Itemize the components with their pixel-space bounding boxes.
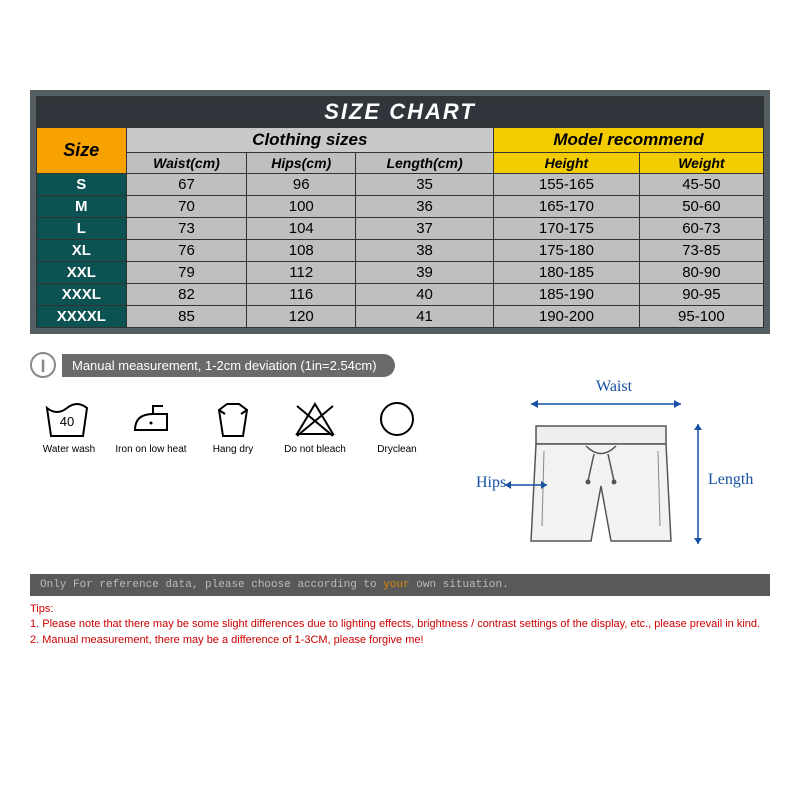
length-cell: 37: [356, 218, 494, 240]
tips-line2: 2. Manual measurement, there may be a di…: [30, 633, 770, 648]
weight-cell: 73-85: [639, 240, 763, 262]
sub-waist: Waist(cm): [126, 153, 247, 174]
length-cell: 35: [356, 174, 494, 196]
measurement-note: Manual measurement, 1-2cm deviation (1in…: [62, 354, 395, 377]
wash-icon: 40: [41, 396, 97, 442]
height-cell: 170-175: [493, 218, 639, 240]
waist-cell: 79: [126, 262, 247, 284]
sub-hips: Hips(cm): [247, 153, 356, 174]
length-cell: 36: [356, 196, 494, 218]
weight-cell: 90-95: [639, 284, 763, 306]
table-row: XL7610838175-18073-85: [37, 240, 764, 262]
waist-cell: 76: [126, 240, 247, 262]
hips-cell: 120: [247, 306, 356, 328]
size-cell: L: [37, 218, 127, 240]
ref-prefix: Only For reference data, please choose a…: [40, 579, 383, 591]
weight-cell: 80-90: [639, 262, 763, 284]
care-label: Iron on low heat: [112, 444, 190, 455]
care-label: Do not bleach: [276, 444, 354, 455]
clothing-header: Clothing sizes: [126, 128, 493, 153]
size-cell: XXL: [37, 262, 127, 284]
table-row: S679635155-16545-50: [37, 174, 764, 196]
waist-arrow: [526, 396, 686, 412]
care-label: Hang dry: [194, 444, 272, 455]
height-cell: 185-190: [493, 284, 639, 306]
hips-cell: 108: [247, 240, 356, 262]
hips-cell: 104: [247, 218, 356, 240]
height-cell: 180-185: [493, 262, 639, 284]
measurement-note-bar: ❙ Manual measurement, 1-2cm deviation (1…: [30, 352, 770, 378]
tips-line1: 1. Please note that there may be some sl…: [30, 617, 770, 632]
size-cell: XXXL: [37, 284, 127, 306]
care-no-bleach: Do not bleach: [276, 396, 354, 566]
length-cell: 40: [356, 284, 494, 306]
care-icons-row: 40 Water wash Iron on low heat Hang dry: [30, 396, 436, 566]
weight-cell: 60-73: [639, 218, 763, 240]
length-arrow: [691, 420, 705, 548]
weight-cell: 50-60: [639, 196, 763, 218]
weight-cell: 95-100: [639, 306, 763, 328]
table-row: XXL7911239180-18580-90: [37, 262, 764, 284]
height-cell: 175-180: [493, 240, 639, 262]
page-container: SIZE CHART Size Clothing sizes Model rec…: [0, 0, 800, 648]
weight-cell: 45-50: [639, 174, 763, 196]
table-row: XXXL8211640185-19090-95: [37, 284, 764, 306]
hips-arrow: [501, 478, 551, 492]
table-row: XXXXL8512041190-20095-100: [37, 306, 764, 328]
size-cell: XXXXL: [37, 306, 127, 328]
height-cell: 165-170: [493, 196, 639, 218]
size-cell: S: [37, 174, 127, 196]
waist-cell: 73: [126, 218, 247, 240]
tips-block: Tips: 1. Please note that there may be s…: [30, 602, 770, 648]
care-label: Dryclean: [358, 444, 436, 455]
length-cell: 41: [356, 306, 494, 328]
care-hang-dry: Hang dry: [194, 396, 272, 566]
table-row: L7310437170-17560-73: [37, 218, 764, 240]
info-icon: ❙: [30, 352, 56, 378]
size-chart-container: SIZE CHART Size Clothing sizes Model rec…: [30, 90, 770, 334]
size-cell: M: [37, 196, 127, 218]
care-label: Water wash: [30, 444, 108, 455]
length-cell: 38: [356, 240, 494, 262]
size-header: Size: [37, 128, 127, 174]
size-cell: XL: [37, 240, 127, 262]
hips-cell: 116: [247, 284, 356, 306]
sub-length: Length(cm): [356, 153, 494, 174]
care-water-wash: 40 Water wash: [30, 396, 108, 566]
nobleach-icon: [287, 396, 343, 442]
hips-cell: 100: [247, 196, 356, 218]
ref-highlight: your: [383, 579, 409, 591]
waist-cell: 82: [126, 284, 247, 306]
hangdry-icon: [205, 396, 261, 442]
waist-cell: 67: [126, 174, 247, 196]
dryclean-icon: [369, 396, 425, 442]
sub-weight: Weight: [639, 153, 763, 174]
waist-label: Waist: [596, 378, 632, 396]
waist-cell: 85: [126, 306, 247, 328]
tips-title: Tips:: [30, 602, 770, 617]
iron-icon: [123, 396, 179, 442]
height-cell: 190-200: [493, 306, 639, 328]
bottom-row: 40 Water wash Iron on low heat Hang dry: [30, 396, 770, 566]
hips-cell: 96: [247, 174, 356, 196]
hips-cell: 112: [247, 262, 356, 284]
ref-suffix: own situation.: [410, 579, 509, 591]
sub-height: Height: [493, 153, 639, 174]
size-chart-table: SIZE CHART Size Clothing sizes Model rec…: [36, 96, 764, 328]
length-label: Length: [708, 471, 753, 489]
care-dryclean: Dryclean: [358, 396, 436, 566]
table-row: M7010036165-17050-60: [37, 196, 764, 218]
shorts-diagram: Waist Hips Length: [446, 396, 770, 566]
height-cell: 155-165: [493, 174, 639, 196]
wash-temp: 40: [60, 414, 74, 429]
care-iron: Iron on low heat: [112, 396, 190, 566]
length-cell: 39: [356, 262, 494, 284]
reference-bar: Only For reference data, please choose a…: [30, 574, 770, 596]
hips-label: Hips: [476, 474, 506, 492]
chart-title: SIZE CHART: [37, 97, 764, 128]
waist-cell: 70: [126, 196, 247, 218]
model-header: Model recommend: [493, 128, 763, 153]
